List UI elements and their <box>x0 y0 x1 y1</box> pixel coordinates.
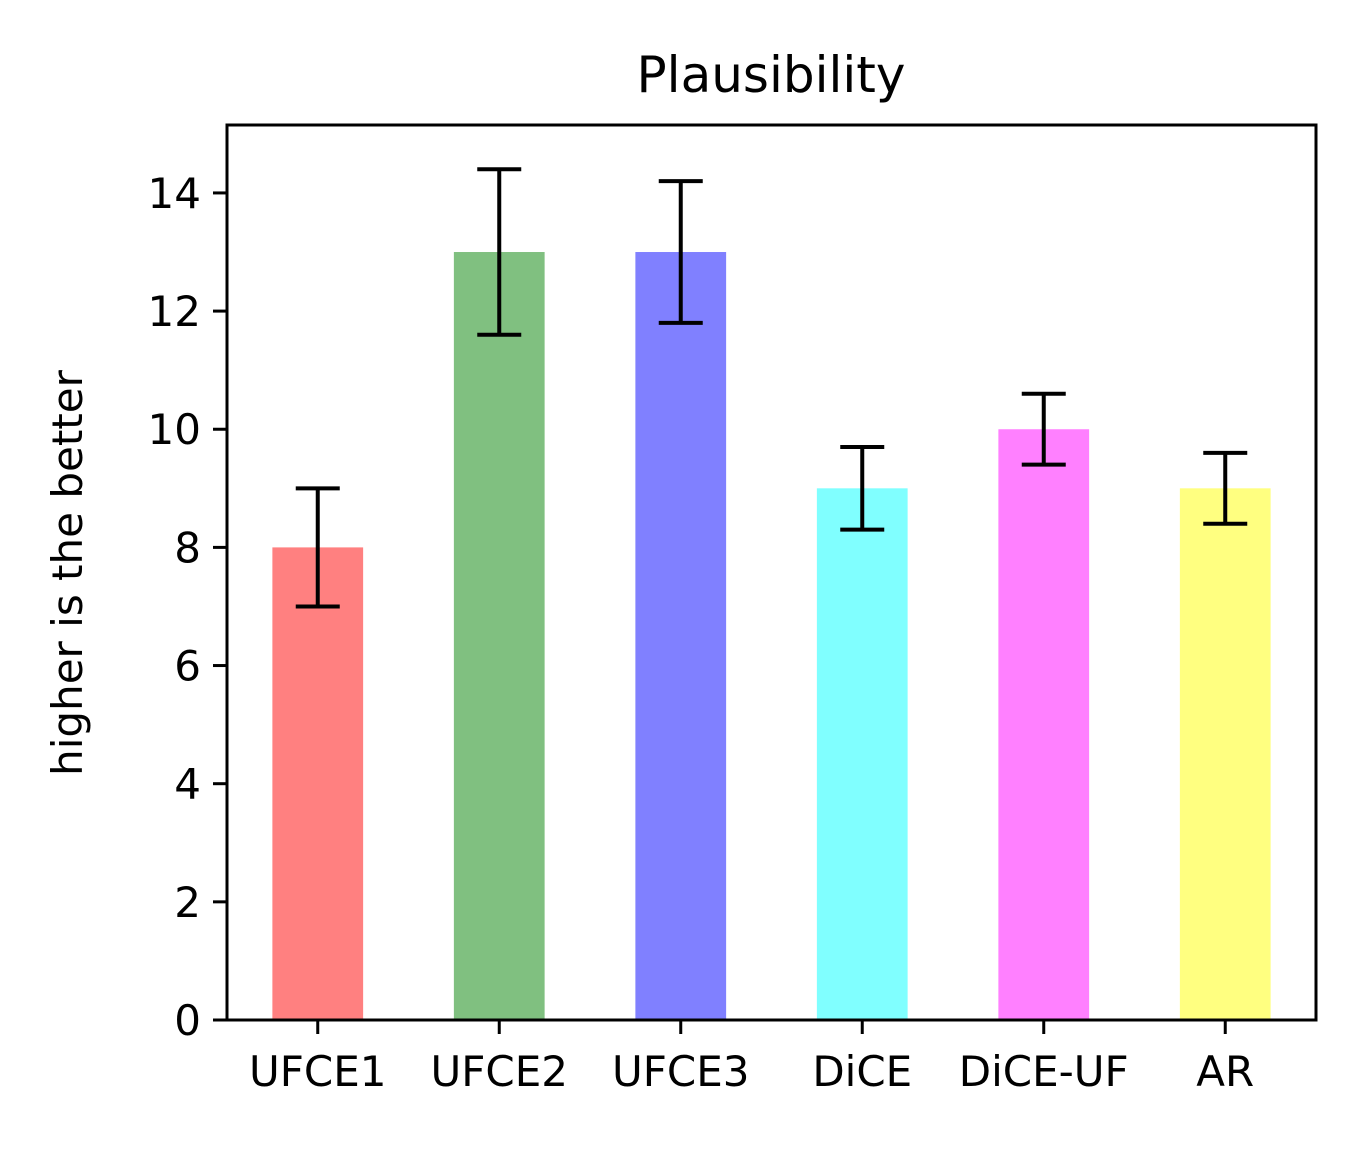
y-tick-label: 10 <box>148 405 201 454</box>
error-bar-ufce1 <box>295 486 340 609</box>
x-axis: UFCE1 UFCE2 UFCE3 DiCE DiCE-UF AR <box>249 1020 1254 1096</box>
y-axis: 0 2 4 6 8 10 12 14 <box>148 169 227 1045</box>
x-tick-label: UFCE2 <box>431 1047 568 1096</box>
error-bar-ufce3 <box>658 179 703 325</box>
bar-ufce3 <box>635 252 727 1021</box>
y-tick-label: 8 <box>174 523 201 572</box>
bar-dice-uf <box>998 429 1090 1020</box>
plot-frame <box>225 123 1318 1022</box>
x-tick-label: AR <box>1196 1047 1254 1096</box>
x-tick-label: UFCE3 <box>612 1047 749 1096</box>
y-axis-title: higher is the better <box>43 369 92 775</box>
y-tick-label: 14 <box>148 169 201 218</box>
bar-ar <box>1179 488 1271 1020</box>
y-tick-label: 0 <box>174 996 201 1045</box>
error-bar-dice-uf <box>1021 391 1066 467</box>
error-bar-ar <box>1203 450 1248 526</box>
error-bars-group <box>295 167 1248 609</box>
error-bar-dice <box>840 444 885 532</box>
bar-ufce1 <box>272 547 364 1020</box>
y-tick-label: 12 <box>148 287 201 336</box>
x-tick-label: DiCE <box>812 1047 912 1096</box>
error-bar-ufce2 <box>477 167 522 337</box>
x-tick-label: UFCE1 <box>249 1047 386 1096</box>
y-tick-label: 6 <box>174 642 201 691</box>
y-tick-label: 4 <box>174 760 201 809</box>
x-tick-label: DiCE-UF <box>959 1047 1129 1096</box>
bars-group <box>272 252 1271 1021</box>
bar-dice <box>816 488 908 1020</box>
bar-ufce2 <box>453 252 545 1021</box>
chart-title: Plausibility <box>637 46 906 104</box>
y-tick-label: 2 <box>174 878 201 927</box>
